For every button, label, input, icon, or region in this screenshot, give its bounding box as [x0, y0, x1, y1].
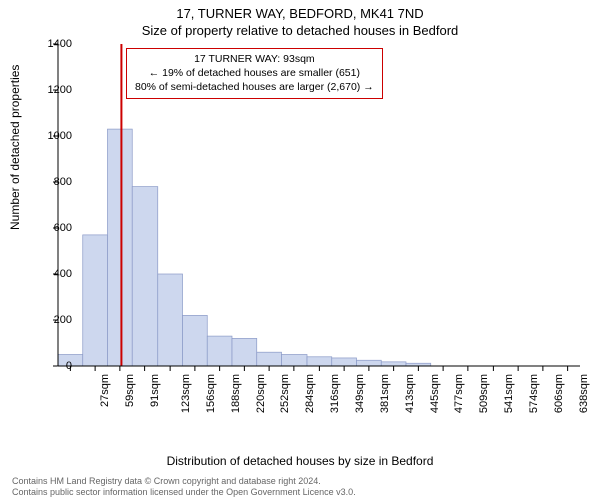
annotation-line2: ← 19% of detached houses are smaller (65… [135, 66, 374, 80]
chart-container: 17, TURNER WAY, BEDFORD, MK41 7ND Size o… [0, 0, 600, 500]
chart-area: 17 TURNER WAY: 93sqm ← 19% of detached h… [58, 44, 580, 414]
y-tick-label: 800 [36, 176, 72, 188]
y-tick-label: 0 [36, 360, 72, 372]
x-tick-label: 574sqm [529, 374, 541, 413]
histogram-plot [58, 44, 580, 414]
x-axis-label: Distribution of detached houses by size … [0, 454, 600, 468]
annotation-line1: 17 TURNER WAY: 93sqm [135, 52, 374, 66]
annotation-line3: 80% of semi-detached houses are larger (… [135, 80, 374, 94]
y-tick-label: 200 [36, 314, 72, 326]
x-tick-label: 316sqm [329, 374, 341, 413]
x-tick-label: 381sqm [379, 374, 391, 413]
x-tick-label: 156sqm [205, 374, 217, 413]
x-tick-label: 284sqm [304, 374, 316, 413]
x-tick-label: 91sqm [149, 374, 161, 407]
x-tick-label: 445sqm [429, 374, 441, 413]
y-axis-label: Number of detached properties [8, 65, 22, 230]
chart-title-address: 17, TURNER WAY, BEDFORD, MK41 7ND [0, 0, 600, 21]
x-tick-label: 123sqm [180, 374, 192, 413]
footer-line2: Contains public sector information licen… [12, 487, 356, 498]
x-tick-label: 188sqm [230, 374, 242, 413]
y-tick-label: 400 [36, 268, 72, 280]
annotation-box: 17 TURNER WAY: 93sqm ← 19% of detached h… [126, 48, 383, 99]
x-tick-label: 349sqm [355, 374, 367, 413]
y-tick-label: 600 [36, 222, 72, 234]
x-tick-label: 541sqm [503, 374, 515, 413]
footer-line1: Contains HM Land Registry data © Crown c… [12, 476, 356, 487]
x-tick-label: 59sqm [124, 374, 136, 407]
footer-attribution: Contains HM Land Registry data © Crown c… [12, 476, 356, 498]
x-tick-label: 220sqm [255, 374, 267, 413]
x-tick-label: 638sqm [578, 374, 590, 413]
chart-title-desc: Size of property relative to detached ho… [0, 21, 600, 42]
x-tick-label: 509sqm [478, 374, 490, 413]
x-tick-label: 413sqm [404, 374, 416, 413]
y-tick-label: 1200 [36, 84, 72, 96]
y-tick-label: 1000 [36, 130, 72, 142]
x-tick-label: 477sqm [454, 374, 466, 413]
x-tick-label: 27sqm [99, 374, 111, 407]
y-tick-label: 1400 [36, 38, 72, 50]
x-tick-label: 252sqm [280, 374, 292, 413]
x-tick-label: 606sqm [553, 374, 565, 413]
